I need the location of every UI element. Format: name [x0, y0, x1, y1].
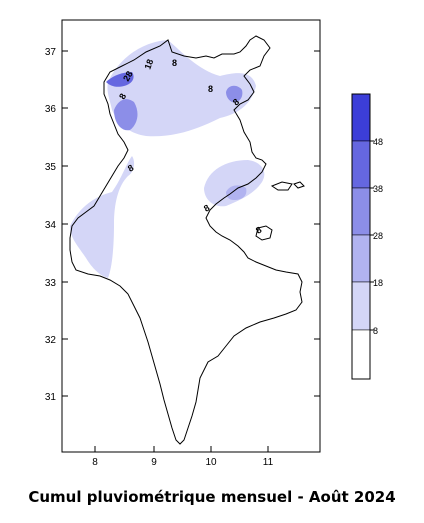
y-tick-label: 36 [45, 104, 57, 115]
contour-label: 8 [254, 225, 263, 236]
x-axis: 8 9 10 11 [92, 446, 274, 468]
contour-label: 8 [172, 58, 177, 68]
legend-label: 28 [373, 231, 383, 241]
zone-west-light [70, 156, 135, 278]
zone-northwest-mid [114, 99, 138, 131]
legend-colorbar: 48 38 28 18 8 [351, 93, 383, 380]
island-djerba [255, 225, 273, 241]
island-kerkennah [270, 181, 293, 191]
legend-bin [351, 329, 371, 380]
legend-bin [351, 234, 371, 283]
contour-label: 8 [126, 163, 135, 174]
map-frame [61, 19, 321, 453]
legend-bin [351, 281, 371, 331]
y-tick-label: 31 [45, 392, 57, 403]
zone-capbon-mid [226, 85, 243, 103]
legend-label: 48 [373, 137, 383, 147]
legend-bin [351, 93, 371, 142]
zone-north-light [107, 40, 256, 137]
legend-bin [351, 187, 371, 236]
island-kerkennah-small [293, 181, 305, 189]
x-tick-label: 8 [92, 457, 98, 468]
y-tick-label: 32 [45, 335, 57, 346]
contour-label: 8 [231, 97, 241, 108]
y-tick-label: 35 [45, 162, 57, 173]
tunisia-outline [69, 35, 303, 445]
x-tick-label: 9 [151, 457, 157, 468]
legend-bin [351, 140, 371, 189]
rainfall-zones [70, 40, 265, 278]
y-axis: 37 36 35 34 33 32 31 [45, 47, 320, 403]
x-tick-label: 10 [205, 457, 217, 468]
contour-label: 18 [142, 58, 155, 71]
map-caption: Cumul pluviométrique mensuel - Août 2024 [28, 488, 396, 506]
zone-northwest-strong [106, 72, 134, 87]
zone-gabes-light [204, 160, 265, 207]
legend-label: 8 [373, 326, 378, 336]
zone-gabes-mid [226, 185, 247, 200]
x-tick-label: 11 [263, 457, 274, 468]
contour-label: 28 [121, 69, 135, 83]
legend-label: 18 [373, 278, 383, 288]
contour-labels: 18 8 8 28 8 8 8 8 8 [117, 58, 263, 236]
y-tick-label: 33 [45, 278, 57, 289]
contour-label: 8 [117, 92, 128, 101]
y-tick-label: 34 [45, 220, 57, 231]
y-tick-label: 37 [45, 47, 57, 58]
legend-label: 38 [373, 184, 383, 194]
contour-label: 8 [202, 203, 211, 214]
contour-label: 8 [208, 84, 213, 94]
